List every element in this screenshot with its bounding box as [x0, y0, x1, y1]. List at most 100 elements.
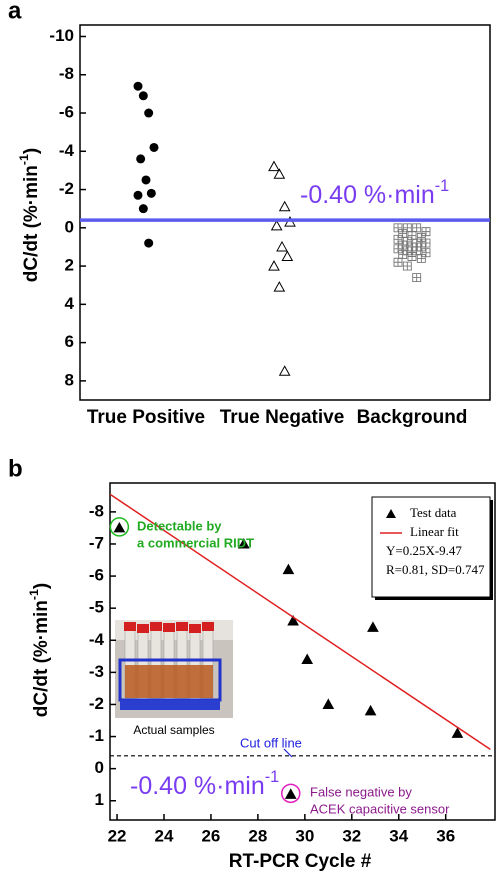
x-tick-label: True Positive [87, 407, 205, 428]
y-tick-label: 0 [95, 758, 104, 777]
y-tick-label: 0 [65, 217, 74, 236]
x-tick-label: 30 [295, 826, 314, 845]
point [144, 108, 154, 118]
cutoff-annotation: -0.40 %·min-1 [130, 768, 279, 799]
point [301, 653, 314, 665]
point [278, 365, 291, 376]
cutoff-arrow [283, 748, 293, 758]
point [451, 727, 464, 738]
point [367, 621, 379, 632]
point [136, 154, 146, 164]
y-axis-label-part: dC/dt (%·min [21, 165, 42, 282]
point [393, 223, 403, 233]
point [421, 248, 431, 258]
y-tick-label: -10 [49, 26, 74, 45]
point [412, 246, 422, 256]
point [416, 232, 426, 242]
point [138, 91, 148, 101]
point [281, 250, 294, 262]
panel-letter: a [8, 0, 22, 24]
annotation: a commercial RIDT [137, 535, 254, 550]
x-tick-label: True Negative [220, 407, 345, 428]
point [146, 188, 156, 198]
reference-label-part: -1 [435, 177, 449, 195]
point [364, 704, 377, 716]
point [284, 788, 297, 799]
reference-label: -0.40 %·min-1 [300, 177, 449, 208]
point [412, 223, 422, 233]
y-axis-label-part: -1 [17, 154, 31, 165]
y-axis-label-part: -1 [27, 589, 41, 600]
y-tick-label: -7 [89, 533, 104, 552]
y-axis-label-part: dC/dt (%·min [31, 600, 52, 717]
point [273, 168, 286, 179]
point [278, 200, 291, 212]
x-tick-label: 34 [389, 826, 408, 845]
annotation: False negative by [310, 784, 412, 799]
point [133, 81, 143, 91]
cutoff-annotation-part: -0.40 %·min [130, 772, 265, 800]
y-tick-label: -2 [89, 694, 104, 713]
y-tick-label: -8 [89, 501, 104, 520]
highlight-ring [109, 517, 130, 537]
y-tick-label: -4 [59, 141, 75, 160]
x-axis-label: RT-PCR Cycle # [229, 851, 372, 872]
point [393, 257, 403, 267]
point [416, 253, 426, 263]
y-tick-label: -4 [89, 630, 105, 649]
point [393, 244, 403, 254]
point [270, 219, 283, 231]
sample-photo [115, 620, 233, 718]
point [237, 537, 250, 549]
point [287, 614, 299, 626]
point [402, 223, 412, 233]
point [398, 250, 408, 260]
legend-note: Y=0.25X-9.47 [386, 543, 462, 558]
y-tick-label: 1 [95, 790, 104, 809]
legend-label: Linear fit [410, 524, 459, 539]
x-tick-label: 22 [108, 826, 127, 845]
legend-shadow [375, 597, 493, 600]
cutoff-annotation-part: -1 [265, 768, 279, 786]
highlight-ring [281, 783, 301, 804]
x-tick-label: Background [357, 407, 468, 428]
point [276, 240, 288, 252]
point [412, 273, 422, 283]
y-axis-label: dC/dt (%·min-1) [27, 583, 52, 717]
point [322, 698, 335, 709]
x-tick-label: 32 [342, 826, 361, 845]
legend-swatch [386, 509, 396, 518]
y-tick-label: -3 [89, 662, 104, 681]
point [268, 260, 280, 271]
y-axis-label-part: ) [31, 583, 52, 589]
point [282, 563, 295, 575]
y-tick-label: -1 [89, 726, 104, 745]
y-tick-label: -8 [59, 64, 74, 83]
y-tick-label: 2 [65, 256, 74, 275]
panel-letter: b [8, 455, 23, 482]
y-tick-label: 8 [65, 370, 74, 389]
x-tick-label: 24 [155, 826, 174, 845]
plot-frame [109, 482, 496, 821]
point [144, 238, 154, 248]
point [407, 252, 417, 261]
legend-label: Test data [410, 505, 457, 520]
point [113, 521, 126, 533]
reference-label-part: -0.40 %·min [300, 181, 435, 209]
point [268, 160, 280, 172]
point [149, 142, 159, 152]
point [133, 190, 143, 200]
y-tick-label: 6 [65, 332, 74, 351]
point [407, 231, 417, 240]
point [273, 281, 286, 292]
point [138, 204, 148, 214]
y-axis-label: dC/dt (%·min-1) [17, 148, 42, 282]
point [402, 261, 412, 271]
fit-line [109, 493, 491, 751]
annotation: ACEK capacitive sensor [310, 801, 450, 816]
y-tick-label: -2 [59, 179, 74, 198]
x-tick-label: 28 [248, 826, 267, 845]
y-tick-label: -6 [59, 102, 74, 121]
legend-note: R=0.81, SD=0.747 [386, 562, 485, 577]
